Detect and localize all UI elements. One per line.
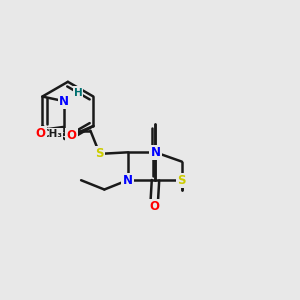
Text: H: H — [74, 88, 82, 98]
Text: N: N — [59, 95, 69, 108]
Text: N: N — [151, 146, 160, 159]
Text: O: O — [149, 200, 159, 213]
Text: S: S — [95, 147, 104, 161]
Text: O: O — [67, 129, 77, 142]
Text: N: N — [123, 174, 133, 187]
Text: O: O — [36, 127, 46, 140]
Text: CH₃: CH₃ — [41, 129, 62, 139]
Text: S: S — [178, 174, 186, 187]
